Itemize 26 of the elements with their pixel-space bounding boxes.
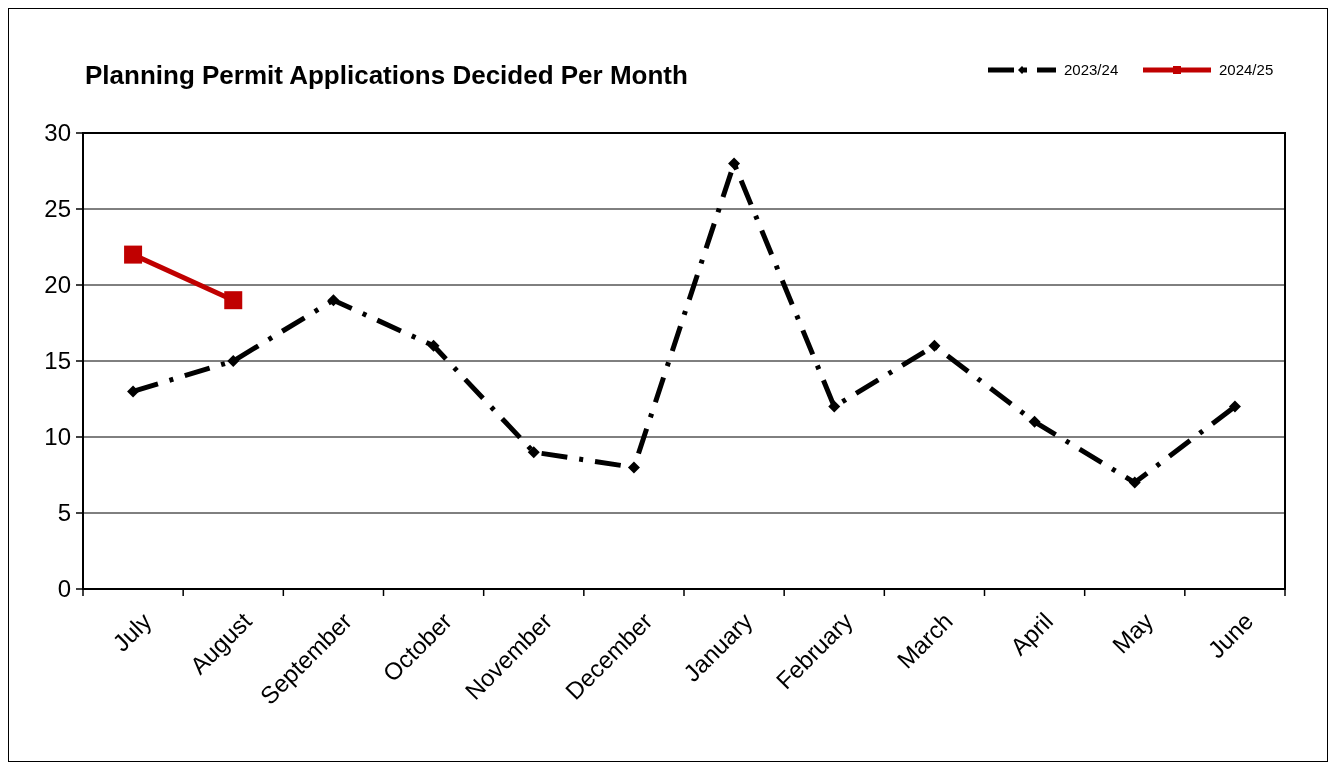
point — [728, 157, 741, 170]
point — [327, 294, 340, 307]
x-tick-label: May — [1107, 607, 1159, 659]
point — [1128, 476, 1141, 489]
y-tick-label: 15 — [44, 347, 71, 375]
y-tick-label: 5 — [57, 499, 71, 527]
point — [527, 446, 540, 459]
point — [627, 461, 640, 474]
point — [1028, 415, 1041, 428]
legend-label: 2023/24 — [1064, 61, 1119, 79]
y-tick-label: 20 — [44, 271, 71, 299]
y-tick-label: 0 — [57, 575, 71, 603]
point — [828, 400, 841, 413]
y-tick-label: 25 — [44, 195, 71, 223]
point — [127, 385, 140, 398]
y-tick-label: 10 — [44, 423, 71, 451]
point — [124, 245, 143, 264]
legend-label: 2024/25 — [1219, 61, 1274, 79]
point — [227, 355, 240, 367]
y-tick-label: 30 — [44, 119, 71, 147]
point — [224, 291, 243, 310]
point — [427, 339, 440, 352]
point — [1228, 400, 1241, 413]
x-tick-label: July — [107, 607, 157, 657]
point — [928, 339, 941, 352]
chart-title: Planning Permit Applications Decided Per Month — [85, 60, 688, 90]
